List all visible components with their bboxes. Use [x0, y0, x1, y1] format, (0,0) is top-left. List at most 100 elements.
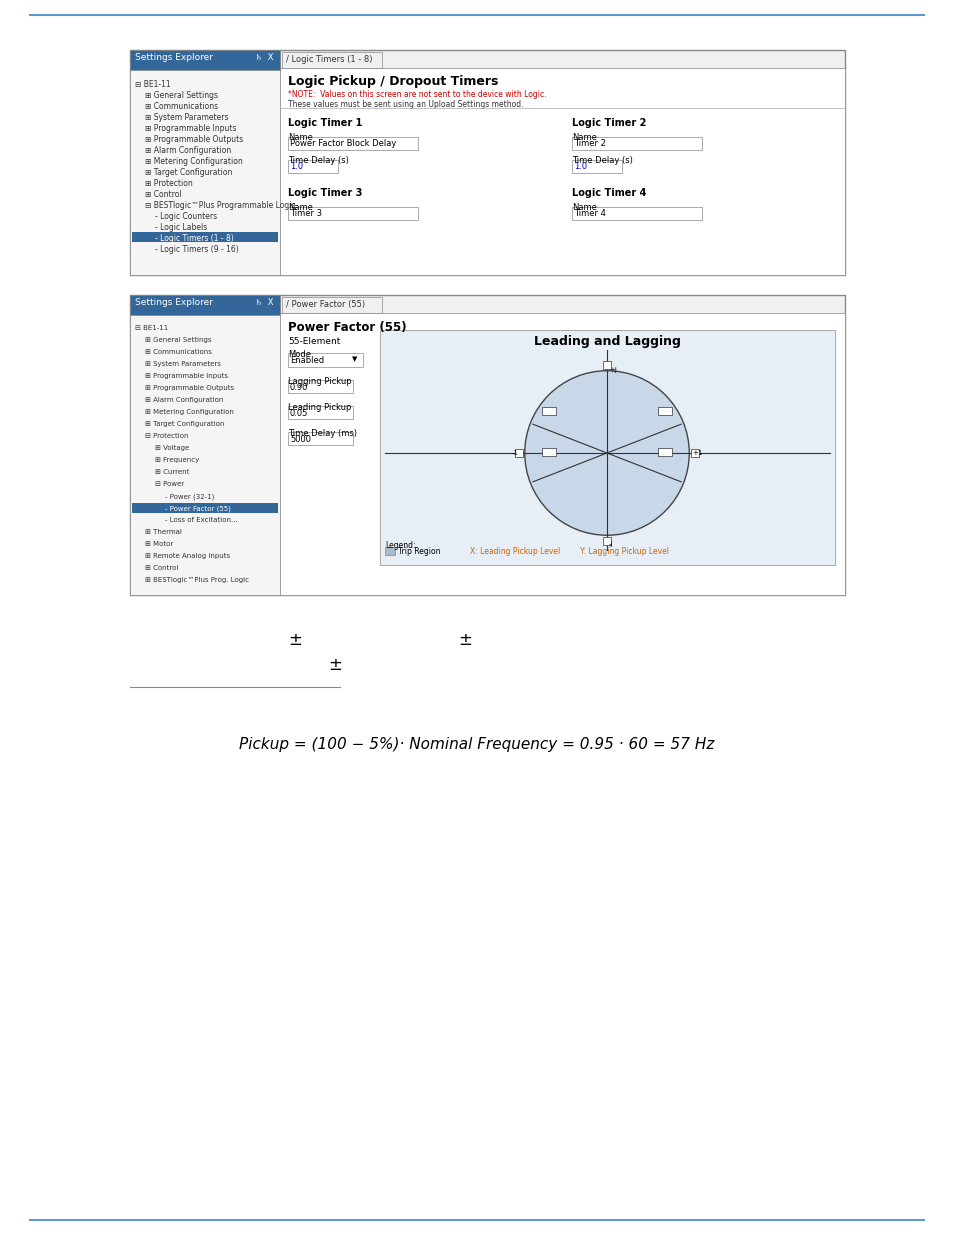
Text: ⊞ Voltage: ⊞ Voltage	[154, 445, 189, 451]
Text: 0.05: 0.05	[290, 409, 308, 417]
Text: ⊟ Protection: ⊟ Protection	[145, 433, 189, 438]
Bar	[658, 448, 672, 456]
Text: - Logic Timers (9 - 16): - Logic Timers (9 - 16)	[154, 245, 238, 254]
Text: ⊞ Communications: ⊞ Communications	[145, 103, 218, 111]
Text: ⊞ Thermal: ⊞ Thermal	[145, 529, 182, 535]
Bar	[658, 406, 672, 415]
Text: +1: +1	[692, 450, 702, 456]
Text: Name: Name	[572, 203, 597, 212]
Text: Time Delay (s): Time Delay (s)	[572, 156, 632, 165]
Text: ⊞ Target Configuration: ⊞ Target Configuration	[145, 168, 233, 177]
Text: ⊞ Communications: ⊞ Communications	[145, 350, 212, 354]
Text: Lagging Pickup: Lagging Pickup	[288, 377, 352, 387]
Text: - Logic Counters: - Logic Counters	[154, 212, 217, 221]
Text: Leading and Lagging: Leading and Lagging	[533, 335, 679, 348]
Bar	[130, 49, 844, 275]
Text: ±: ±	[328, 656, 341, 674]
Bar	[280, 312, 844, 595]
Text: Logic Timer 1: Logic Timer 1	[288, 119, 362, 128]
Text: ⊞ Programmable Inputs: ⊞ Programmable Inputs	[145, 124, 236, 133]
Bar	[572, 161, 621, 173]
Bar	[288, 137, 417, 149]
Text: 55-Element: 55-Element	[288, 337, 340, 346]
Bar	[130, 49, 280, 275]
Bar	[691, 450, 699, 457]
Circle shape	[524, 370, 688, 535]
Bar	[130, 295, 844, 595]
Text: / Logic Timers (1 - 8): / Logic Timers (1 - 8)	[286, 56, 372, 64]
Text: 1.0: 1.0	[574, 162, 586, 170]
Text: ⊞ Protection: ⊞ Protection	[145, 179, 193, 188]
Text: Logic Timer 3: Logic Timer 3	[288, 188, 362, 198]
Text: ⊞ Alarm Configuration: ⊞ Alarm Configuration	[145, 396, 223, 403]
Bar	[282, 296, 381, 312]
Bar	[288, 161, 337, 173]
Text: ⊞ Metering Configuration: ⊞ Metering Configuration	[145, 409, 233, 415]
Text: Enabled: Enabled	[290, 356, 324, 366]
Text: ⊞ Alarm Configuration: ⊞ Alarm Configuration	[145, 146, 231, 156]
Text: - Power Factor (55): - Power Factor (55)	[165, 505, 231, 511]
Text: 1.0: 1.0	[290, 162, 303, 170]
Text: ▼: ▼	[352, 356, 357, 362]
Text: Name: Name	[288, 203, 313, 212]
Text: Pickup = (100 − 5%)· Nominal Frequency = 0.95 · 60 = 57 Hz: Pickup = (100 − 5%)· Nominal Frequency =…	[239, 737, 714, 752]
Text: ⊞ Target Configuration: ⊞ Target Configuration	[145, 421, 224, 427]
Text: Power Factor (55): Power Factor (55)	[288, 321, 406, 333]
Text: - Power (32-1): - Power (32-1)	[165, 493, 214, 499]
Bar	[288, 353, 363, 367]
Text: Name: Name	[572, 133, 597, 142]
Text: Logic Timer 2: Logic Timer 2	[572, 119, 646, 128]
Text: *NOTE:  Values on this screen are not sent to the device with Logic.: *NOTE: Values on this screen are not sen…	[288, 90, 546, 99]
Bar	[280, 68, 844, 275]
Text: ⊞ System Parameters: ⊞ System Parameters	[145, 361, 221, 367]
Text: Settings Explorer: Settings Explorer	[135, 53, 213, 62]
Bar	[130, 295, 280, 595]
Text: -1: -1	[511, 450, 518, 456]
Bar	[541, 448, 555, 456]
Text: - Logic Timers (1 - 8): - Logic Timers (1 - 8)	[154, 233, 233, 243]
Text: X: Leading Pickup Level: X: Leading Pickup Level	[470, 547, 559, 556]
Text: 0.90: 0.90	[290, 383, 308, 391]
Text: Settings Explorer: Settings Explorer	[135, 298, 213, 308]
Bar	[572, 207, 701, 220]
Text: ⊞ BESTlogic™Plus Prog. Logic: ⊞ BESTlogic™Plus Prog. Logic	[145, 577, 249, 583]
Text: ⊞ Control: ⊞ Control	[145, 564, 178, 571]
Bar	[385, 547, 395, 555]
Text: ♄  X: ♄ X	[254, 298, 274, 308]
Bar	[541, 406, 555, 415]
Bar	[130, 295, 280, 315]
Text: ⊞ Programmable Outputs: ⊞ Programmable Outputs	[145, 385, 233, 391]
Text: ⊞ Motor: ⊞ Motor	[145, 541, 173, 547]
Text: ⊞ Current: ⊞ Current	[154, 469, 190, 475]
Text: Mode: Mode	[288, 350, 311, 359]
Text: ⊞ Frequency: ⊞ Frequency	[154, 457, 199, 463]
Bar	[602, 361, 610, 369]
Text: Logic Timer 4: Logic Timer 4	[572, 188, 646, 198]
Text: ⊞ Metering Configuration: ⊞ Metering Configuration	[145, 157, 242, 165]
Text: +j: +j	[608, 367, 617, 373]
Text: ⊞ Programmable Inputs: ⊞ Programmable Inputs	[145, 373, 228, 379]
Text: Time Delay (s): Time Delay (s)	[288, 156, 349, 165]
Bar	[572, 137, 701, 149]
Text: Name: Name	[288, 133, 313, 142]
Text: ♄  X: ♄ X	[254, 53, 274, 62]
Bar	[288, 207, 417, 220]
Text: Trip Region: Trip Region	[397, 547, 440, 556]
Text: ⊟ Power: ⊟ Power	[154, 480, 184, 487]
Text: ⊞ General Settings: ⊞ General Settings	[145, 337, 212, 343]
Text: 5000: 5000	[290, 435, 311, 445]
Text: Time Delay (ms): Time Delay (ms)	[288, 429, 356, 438]
Bar	[379, 330, 834, 564]
Text: ⊞ Control: ⊞ Control	[145, 190, 181, 199]
Text: ⊞ Programmable Outputs: ⊞ Programmable Outputs	[145, 135, 243, 144]
Text: - Loss of Excitation...: - Loss of Excitation...	[165, 517, 237, 522]
Bar	[132, 503, 277, 513]
Text: ⊟ BESTlogic™Plus Programmable Logic: ⊟ BESTlogic™Plus Programmable Logic	[145, 201, 295, 210]
Text: ±: ±	[288, 631, 301, 650]
Bar	[288, 406, 353, 419]
Bar	[602, 537, 610, 545]
Text: ⊞ Remote Analog Inputs: ⊞ Remote Analog Inputs	[145, 553, 230, 559]
Text: -j: -j	[608, 541, 613, 547]
Bar	[288, 380, 353, 393]
Bar	[132, 232, 277, 242]
